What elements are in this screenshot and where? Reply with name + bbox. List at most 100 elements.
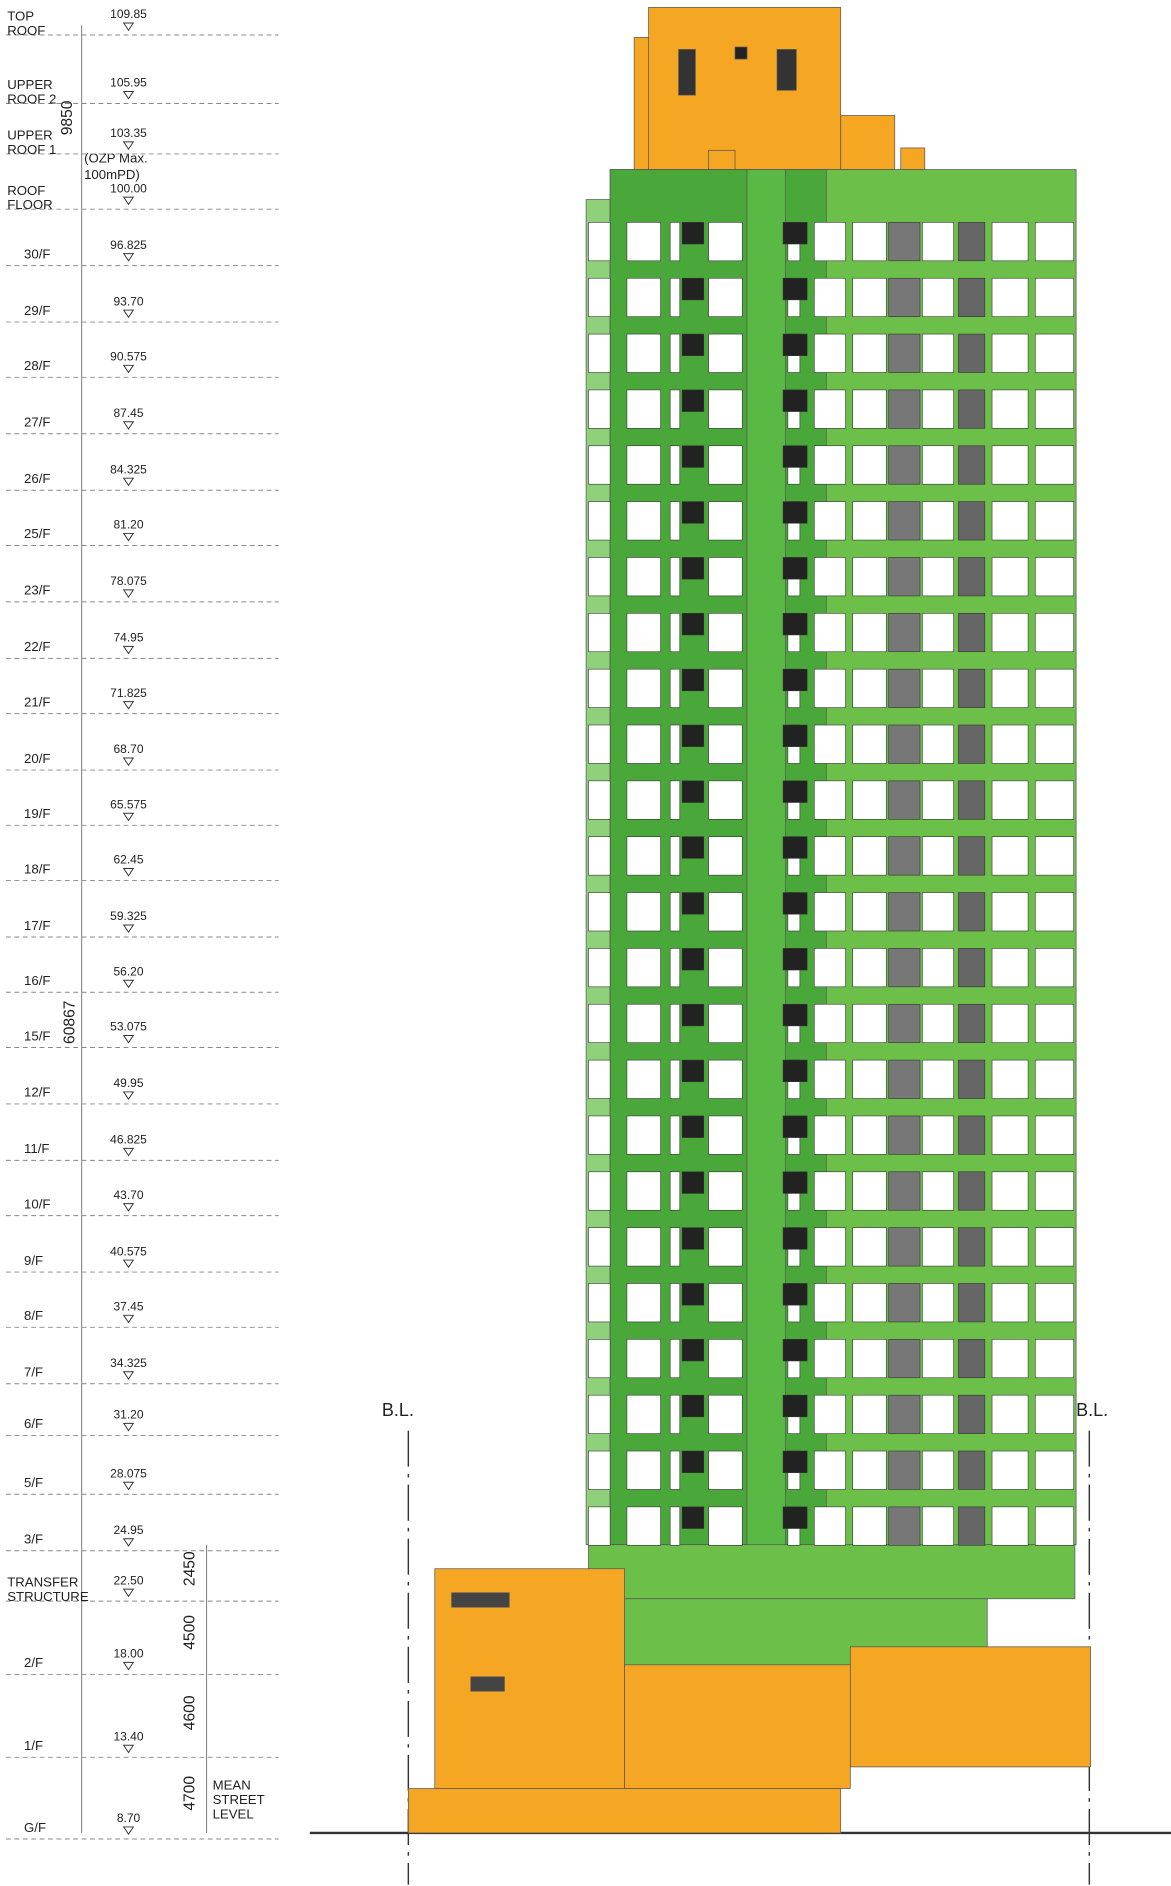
window: [922, 1115, 954, 1155]
window: [626, 1339, 661, 1379]
window: [708, 1115, 743, 1155]
window: [669, 1171, 681, 1211]
roof-block: [648, 7, 842, 170]
window: [922, 1283, 954, 1323]
level-marker: [122, 1259, 135, 1269]
window: [991, 389, 1029, 429]
window: [958, 557, 986, 597]
window: [588, 557, 611, 597]
window: [681, 1227, 705, 1250]
window: [1034, 613, 1075, 653]
window: [958, 1394, 986, 1434]
window: [958, 724, 986, 764]
window: [588, 222, 611, 262]
window: [588, 389, 611, 429]
window: [588, 613, 611, 653]
window: [888, 668, 921, 708]
window: [991, 668, 1029, 708]
window: [991, 724, 1029, 764]
window: [782, 1450, 808, 1473]
window: [669, 724, 681, 764]
window: [782, 1283, 808, 1306]
window: [1034, 1059, 1075, 1099]
window: [922, 1003, 954, 1043]
window: [708, 780, 743, 820]
window: [958, 1059, 986, 1099]
window: [813, 501, 846, 541]
window: [669, 1506, 681, 1546]
window: [681, 892, 705, 915]
level-value: 34.325: [110, 1356, 147, 1370]
window: [958, 333, 986, 373]
window: [813, 389, 846, 429]
window: [888, 222, 921, 262]
window: [681, 948, 705, 971]
roof-block: [840, 115, 896, 170]
window: [991, 222, 1029, 262]
level-label: 15/F: [24, 1028, 50, 1043]
window: [782, 724, 808, 747]
window: [813, 333, 846, 373]
window: [922, 1450, 954, 1490]
level-marker: [122, 812, 135, 822]
window: [669, 780, 681, 820]
level-label: 5/F: [24, 1475, 43, 1490]
window: [669, 1227, 681, 1267]
level-marker: [122, 924, 135, 934]
window: [852, 724, 887, 764]
window: [922, 277, 954, 317]
window: [852, 277, 887, 317]
window: [669, 836, 681, 876]
louvre: [678, 49, 696, 96]
window: [669, 1115, 681, 1155]
window: [1034, 445, 1075, 485]
window: [1034, 724, 1075, 764]
window: [958, 1283, 986, 1323]
window: [813, 892, 846, 932]
window: [991, 948, 1029, 988]
window: [708, 836, 743, 876]
level-marker: [122, 701, 135, 710]
window: [708, 1227, 743, 1267]
window: [922, 948, 954, 988]
level-label: 23/F: [24, 583, 50, 598]
window: [588, 780, 611, 820]
window: [888, 724, 921, 764]
window: [813, 445, 846, 485]
window: [1034, 892, 1075, 932]
level-marker: [122, 1091, 135, 1100]
window: [1034, 1339, 1075, 1379]
window: [681, 277, 705, 301]
window: [626, 668, 661, 708]
window: [888, 1339, 921, 1379]
level-label: 9/F: [24, 1253, 43, 1268]
window: [1034, 1171, 1075, 1211]
window: [888, 892, 921, 932]
window: [588, 1394, 611, 1434]
level-value: 59.325: [110, 909, 147, 923]
level-marker: [122, 1422, 135, 1432]
window: [852, 892, 887, 932]
window: [588, 1115, 611, 1155]
window: [782, 501, 808, 524]
level-value: 105.95: [110, 76, 147, 90]
window: [958, 1506, 986, 1546]
level-value: 74.95: [113, 631, 143, 645]
window: [958, 222, 986, 262]
window: [813, 1227, 846, 1267]
window: [681, 613, 705, 636]
window: [888, 557, 921, 597]
window: [922, 836, 954, 876]
window: [681, 1506, 705, 1529]
window: [782, 1059, 808, 1083]
window: [782, 277, 808, 301]
window: [708, 1506, 743, 1546]
window: [852, 1227, 887, 1267]
level-value: 8.70: [117, 1811, 141, 1825]
window: [626, 1115, 661, 1155]
window: [922, 1171, 954, 1211]
window: [588, 1450, 611, 1490]
level-value: 49.95: [113, 1076, 143, 1090]
window: [888, 445, 921, 485]
window: [991, 501, 1029, 541]
